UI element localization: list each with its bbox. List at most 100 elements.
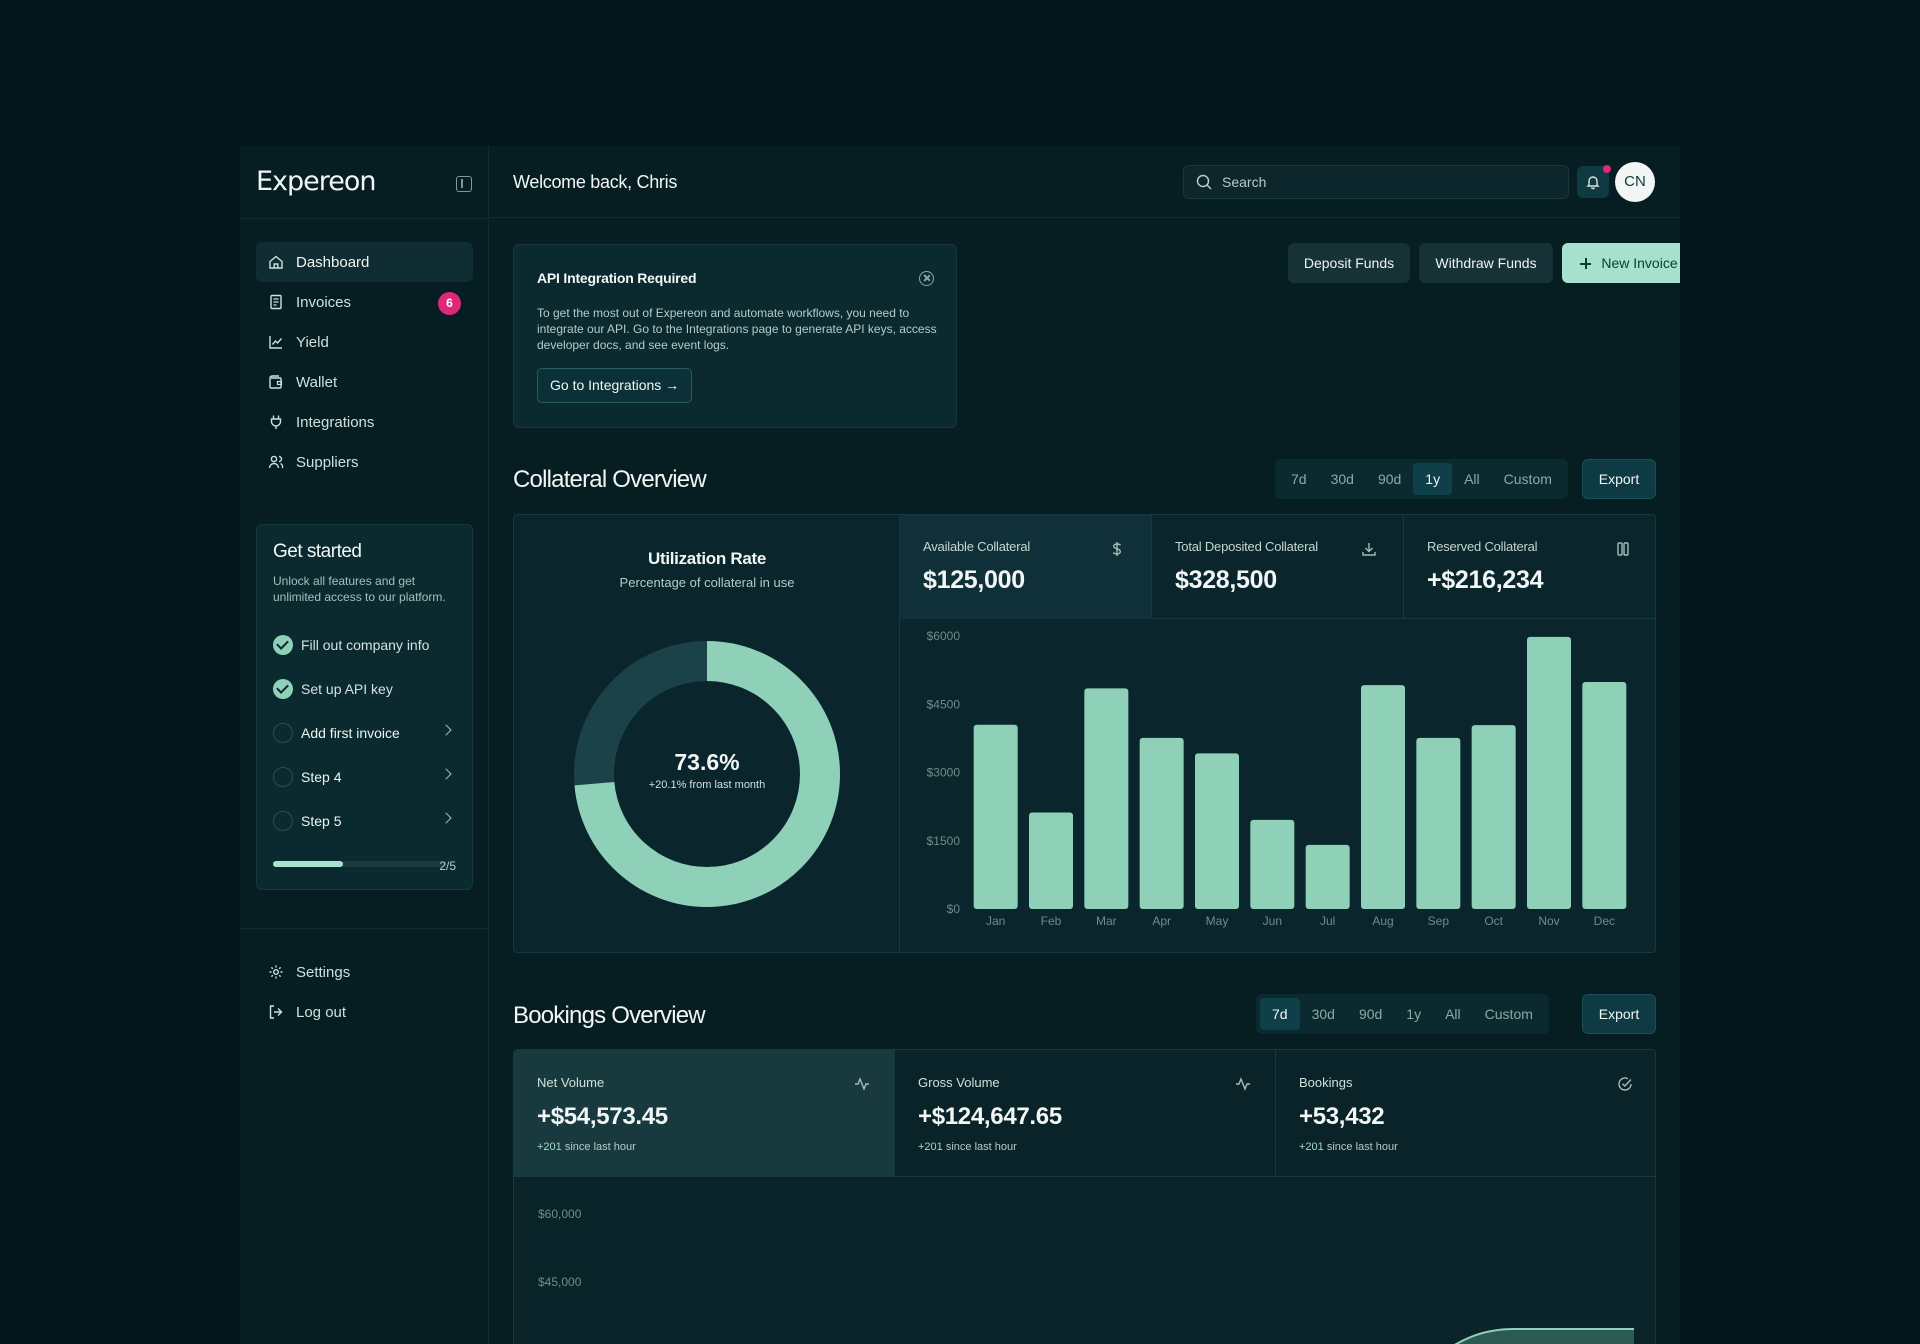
bar-jun[interactable]	[1250, 819, 1295, 909]
divider	[240, 218, 489, 219]
sidebar-item-settings[interactable]: Settings	[256, 952, 473, 992]
stat-label: Gross Volume	[918, 1075, 1000, 1090]
range-all[interactable]: All	[1464, 471, 1480, 487]
reserved-collateral-card[interactable]: Reserved Collateral +$216,234	[1404, 515, 1655, 619]
delta-text: since last hour	[1323, 1141, 1398, 1153]
delta-text: since last hour	[942, 1141, 1017, 1153]
bar-oct[interactable]	[1471, 725, 1516, 909]
stat-value: $328,500	[1175, 566, 1277, 594]
deposit-funds-button[interactable]: Deposit Funds	[1288, 243, 1410, 283]
range-90d[interactable]: 90d	[1358, 1006, 1383, 1022]
api-integration-alert: API Integration Required To get the most…	[513, 244, 957, 428]
bar-nov[interactable]	[1527, 636, 1571, 909]
range-1y[interactable]: 1y	[1413, 463, 1453, 495]
range-1y[interactable]: 1y	[1406, 1006, 1422, 1022]
check-circle-icon	[273, 679, 293, 699]
net-volume-card[interactable]: Net Volume +$54,573.45 +201 since last h…	[514, 1050, 895, 1177]
collapse-sidebar-icon[interactable]	[456, 176, 472, 192]
bar-may[interactable]	[1195, 753, 1239, 909]
collateral-export-button[interactable]: Export	[1582, 459, 1656, 499]
go-to-integrations-button[interactable]: Go to Integrations →	[537, 368, 693, 403]
total-deposited-collateral-card[interactable]: Total Deposited Collateral $328,500	[1152, 515, 1404, 619]
stat-label: Bookings	[1299, 1075, 1353, 1090]
chevron-right-icon	[440, 768, 452, 780]
x-tick-label: Jun	[1263, 914, 1282, 928]
area-fill	[1456, 1329, 1634, 1344]
get-started-step[interactable]: Step 5	[273, 799, 456, 843]
y-tick-label: $3000	[927, 766, 961, 780]
bar-sep[interactable]	[1416, 737, 1461, 909]
step-label: Fill out company info	[301, 637, 430, 653]
range-all[interactable]: All	[1445, 1006, 1461, 1022]
invoices-count-badge: 6	[438, 292, 461, 315]
stat-delta: +201 since last hour	[537, 1141, 894, 1153]
bell-icon	[1586, 176, 1600, 190]
home-icon	[268, 254, 284, 270]
sidebar-nav: Dashboard Invoices 6 Yield Wallet Integration…	[256, 242, 473, 482]
bookings-card[interactable]: Bookings +53,432 +201 since last hour	[1276, 1050, 1655, 1177]
range-custom[interactable]: Custom	[1484, 1006, 1533, 1022]
utilization-title: Utilization Rate	[648, 549, 766, 568]
bar-dec[interactable]	[1582, 681, 1627, 909]
bar-jul[interactable]	[1305, 844, 1350, 909]
sidebar-item-log-out[interactable]: Log out	[256, 992, 473, 1032]
get-started-step[interactable]: Step 4	[273, 755, 456, 799]
sidebar-item-wallet[interactable]: Wallet	[256, 362, 473, 402]
gross-volume-card[interactable]: Gross Volume +$124,647.65 +201 since las…	[895, 1050, 1276, 1177]
sidebar-item-suppliers[interactable]: Suppliers	[256, 442, 473, 482]
y-tick-label: $0	[947, 902, 961, 916]
wallet-icon	[268, 374, 284, 390]
available-collateral-card[interactable]: Available Collateral $125,000	[900, 515, 1152, 619]
collateral-range-selector: 7d 30d 90d 1y All Custom	[1275, 459, 1568, 499]
avatar[interactable]: CN	[1615, 162, 1655, 202]
document-icon	[268, 294, 284, 310]
close-icon[interactable]	[919, 271, 934, 286]
sidebar-item-label: Invoices	[296, 293, 352, 311]
bar-jan[interactable]	[973, 724, 1018, 909]
get-started-step[interactable]: Add first invoice	[273, 711, 456, 755]
bar-apr[interactable]	[1139, 737, 1184, 909]
step-label: Step 5	[301, 813, 342, 829]
range-30d[interactable]: 30d	[1311, 1006, 1335, 1022]
withdraw-funds-button[interactable]: Withdraw Funds	[1419, 243, 1553, 283]
stat-label: Reserved Collateral	[1427, 539, 1538, 554]
collateral-bar-chart: $0 $1500 $3000 $4500 $6000 Jan Feb Mar Apr May Jun…	[927, 629, 1627, 928]
sidebar-bottom-nav: Settings Log out	[256, 952, 473, 1032]
stat-delta: +201 since last hour	[1299, 1141, 1655, 1153]
search-input[interactable]	[1222, 166, 1552, 198]
new-invoice-button[interactable]: New Invoice	[1562, 243, 1680, 283]
gear-icon	[268, 964, 284, 980]
sidebar-item-integrations[interactable]: Integrations	[256, 402, 473, 442]
notification-button[interactable]	[1577, 165, 1611, 198]
sidebar-item-label: Suppliers	[296, 453, 359, 471]
x-tick-label: Nov	[1538, 914, 1559, 928]
bar-aug[interactable]	[1361, 685, 1405, 909]
stat-value: +$124,647.65	[918, 1103, 1062, 1130]
collateral-panel: Utilization Rate Percentage of collatera…	[513, 514, 1656, 953]
search-box[interactable]	[1183, 165, 1569, 199]
range-7d[interactable]: 7d	[1260, 998, 1300, 1030]
sidebar-item-label: Log out	[296, 1003, 347, 1021]
bookings-export-button[interactable]: Export	[1582, 994, 1656, 1034]
plug-icon	[268, 414, 284, 430]
stat-label: Available Collateral	[923, 539, 1031, 554]
y-tick-label: $4500	[927, 697, 961, 711]
range-30d[interactable]: 30d	[1330, 471, 1354, 487]
sidebar-item-yield[interactable]: Yield	[256, 322, 473, 362]
sidebar-item-invoices[interactable]: Invoices 6	[256, 282, 473, 322]
step-label: Add first invoice	[301, 725, 400, 741]
range-7d[interactable]: 7d	[1291, 471, 1307, 487]
divider	[240, 928, 489, 929]
check-circle-icon	[273, 635, 293, 655]
range-90d[interactable]: 90d	[1377, 471, 1402, 487]
sidebar-item-dashboard[interactable]: Dashboard	[256, 242, 473, 282]
bar-mar[interactable]	[1084, 688, 1129, 909]
x-tick-label: Aug	[1372, 914, 1393, 928]
bar-feb[interactable]	[1029, 812, 1073, 909]
sidebar-item-label: Integrations	[296, 413, 375, 431]
get-started-progress	[273, 861, 447, 867]
y-tick-label: $6000	[927, 629, 961, 643]
sidebar-item-label: Wallet	[296, 373, 338, 391]
delta-value: +201	[918, 1141, 943, 1153]
range-custom[interactable]: Custom	[1503, 471, 1552, 487]
